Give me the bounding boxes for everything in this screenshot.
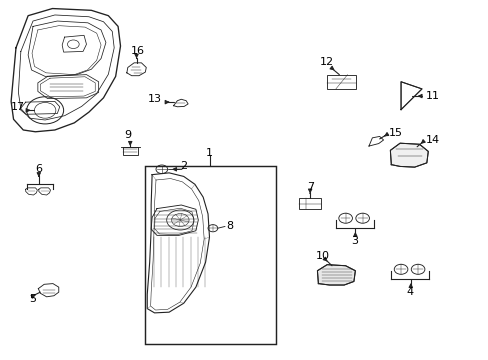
Text: 15: 15 bbox=[387, 128, 402, 138]
Polygon shape bbox=[317, 265, 355, 285]
Text: 17: 17 bbox=[11, 103, 25, 112]
Polygon shape bbox=[389, 143, 427, 167]
Text: 6: 6 bbox=[35, 163, 42, 174]
Text: 7: 7 bbox=[306, 182, 313, 192]
Bar bbox=[326, 75, 356, 89]
Text: 14: 14 bbox=[425, 135, 439, 145]
Bar bbox=[122, 147, 137, 155]
Bar bbox=[144, 166, 276, 344]
Text: 16: 16 bbox=[130, 46, 144, 56]
Polygon shape bbox=[400, 82, 421, 110]
Text: 8: 8 bbox=[226, 221, 233, 231]
Bar bbox=[299, 198, 320, 209]
Text: 12: 12 bbox=[319, 57, 333, 67]
Text: 3: 3 bbox=[351, 236, 358, 246]
Text: 4: 4 bbox=[406, 287, 413, 297]
Text: 9: 9 bbox=[124, 130, 131, 140]
Text: 10: 10 bbox=[315, 251, 329, 261]
Text: 5: 5 bbox=[30, 294, 37, 303]
Text: 1: 1 bbox=[205, 148, 212, 158]
Text: 13: 13 bbox=[148, 94, 162, 104]
Text: 11: 11 bbox=[425, 91, 439, 101]
Text: 2: 2 bbox=[180, 161, 187, 171]
